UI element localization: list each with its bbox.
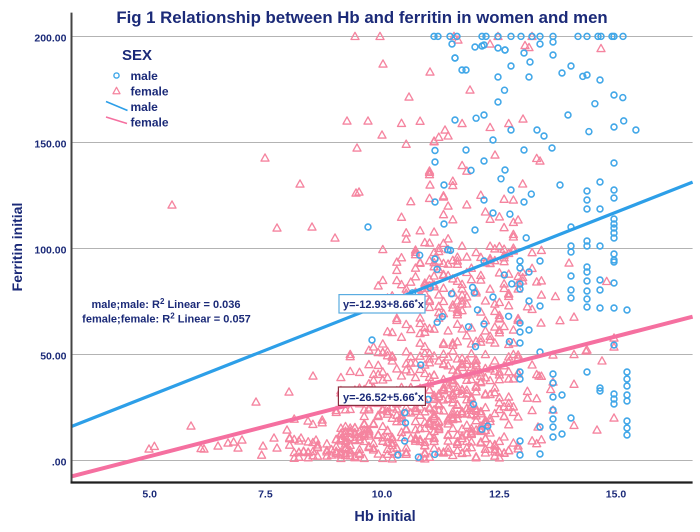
svg-text:y=-26.52+5.66*x: y=-26.52+5.66*x (343, 391, 425, 404)
svg-text:male: male (131, 69, 159, 83)
svg-text:7.5: 7.5 (258, 489, 273, 501)
svg-text:200.00: 200.00 (34, 33, 66, 45)
svg-text:female;female: R2 Linear = 0.0: female;female: R2 Linear = 0.057 (82, 312, 251, 326)
svg-text:y=-12.93+8.66*x: y=-12.93+8.66*x (343, 298, 425, 311)
svg-text:.00: .00 (52, 457, 67, 469)
svg-text:Hb initial: Hb initial (354, 509, 415, 525)
svg-text:Fig 1 Relationship between Hb: Fig 1 Relationship between Hb and ferrit… (116, 8, 607, 27)
svg-text:5.0: 5.0 (142, 489, 157, 501)
svg-text:female: female (131, 116, 169, 130)
svg-text:SEX: SEX (122, 47, 152, 64)
svg-text:male: male (131, 100, 159, 114)
svg-text:15.0: 15.0 (606, 489, 627, 501)
svg-text:12.5: 12.5 (489, 489, 510, 501)
svg-text:10.0: 10.0 (372, 489, 393, 501)
svg-text:150.00: 150.00 (34, 139, 66, 151)
svg-text:male;male: R2 Linear = 0.036: male;male: R2 Linear = 0.036 (91, 297, 240, 311)
svg-text:Ferritin initial: Ferritin initial (9, 203, 25, 292)
svg-text:50.00: 50.00 (40, 351, 66, 363)
svg-text:100.00: 100.00 (34, 245, 66, 257)
svg-text:female: female (131, 85, 169, 99)
